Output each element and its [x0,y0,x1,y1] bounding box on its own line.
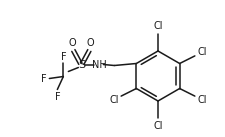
Text: F: F [54,92,60,102]
Text: Cl: Cl [109,95,119,105]
Text: Cl: Cl [197,47,207,57]
Text: O: O [87,38,94,48]
Text: O: O [69,38,76,48]
Text: Cl: Cl [153,121,163,131]
Text: Cl: Cl [153,21,163,31]
Text: S: S [78,59,85,69]
Text: F: F [61,52,66,62]
Text: NH: NH [92,59,107,69]
Text: Cl: Cl [197,95,207,105]
Text: F: F [40,73,46,83]
